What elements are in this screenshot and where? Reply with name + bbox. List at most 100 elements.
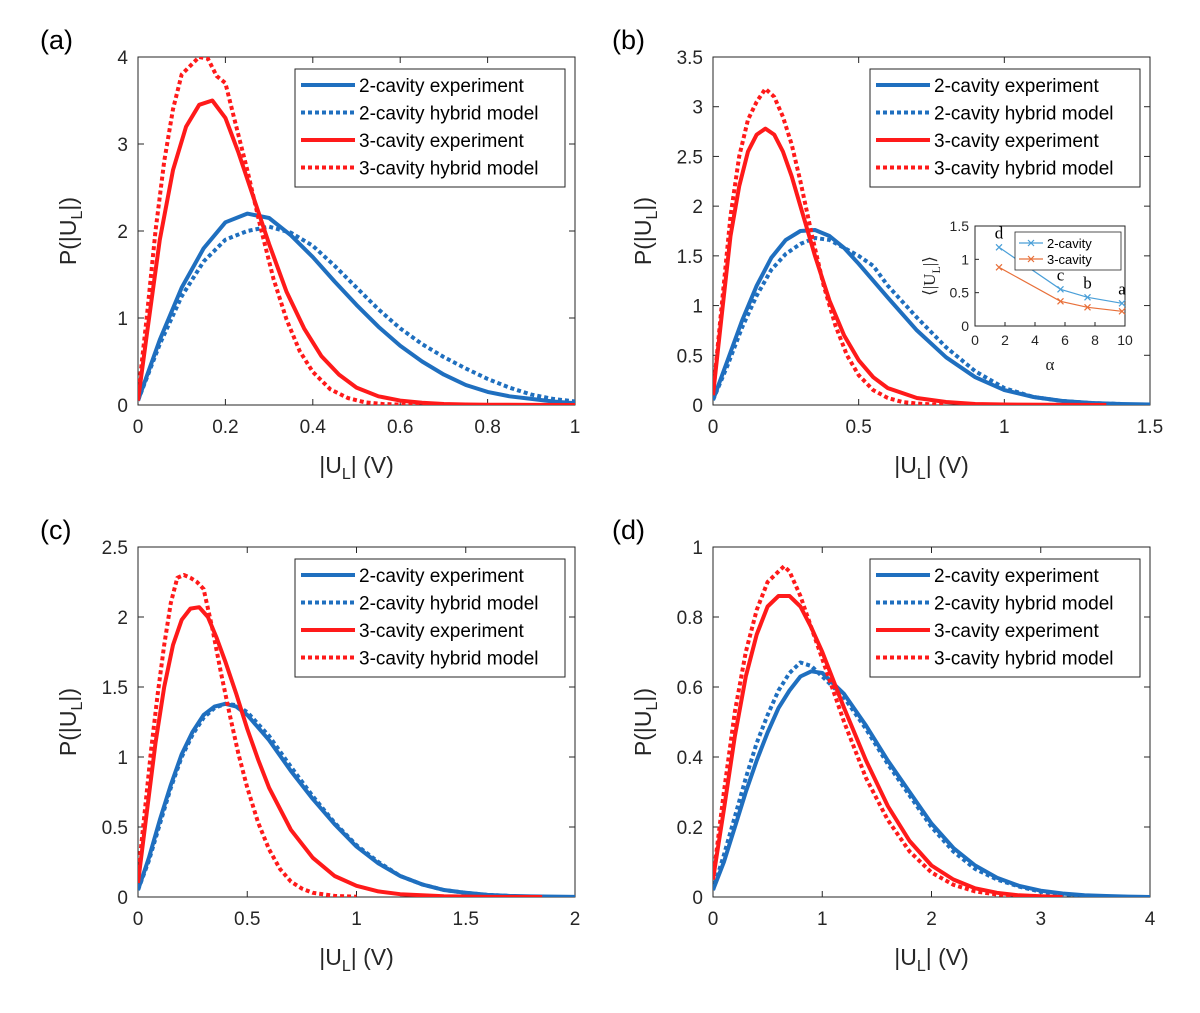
inset-annotation: b: [1083, 273, 1092, 292]
inset-point-marker: [1084, 303, 1091, 311]
x-tick-label: 0: [708, 417, 719, 438]
y-axis-label-part: P(|U: [55, 219, 81, 265]
series-line-3-cavity-hybrid-model: [713, 86, 947, 405]
legend-entry: 2-cavity experiment: [359, 76, 524, 97]
x-axis-label: |UL| (V): [894, 944, 969, 975]
y-tick-label: 0: [692, 888, 703, 909]
legend: 2-cavity experiment 2-cavity hybrid model…: [294, 558, 566, 678]
legend: 2-cavity experiment 2-cavity hybrid model…: [869, 68, 1141, 188]
legend-entry: 2-cavity experiment: [359, 566, 524, 587]
series-line-3-cavity-hybrid-model: [138, 573, 357, 897]
panel-label: (b): [612, 25, 645, 55]
x-tick-label: 0.4: [300, 417, 327, 438]
panel-label: (a): [40, 25, 73, 55]
legend-entry: 3-cavity hybrid model: [934, 649, 1114, 670]
inset-point-marker: [1118, 307, 1126, 315]
panel-c: (c)0 0.5 1 1.5 200.511.522.5|UL| (V)P(|UL|)2…: [40, 515, 580, 975]
y-tick-label: 3: [117, 135, 128, 156]
y-axis-label: P(|UL|): [55, 688, 86, 756]
y-tick-label: 3: [692, 98, 703, 119]
y-axis-label-sub: L: [69, 701, 86, 710]
y-axis-label: P(|UL|): [630, 688, 661, 756]
x-tick-label: 3: [1035, 909, 1046, 930]
y-axis-label-part: |): [55, 197, 81, 211]
legend-entry: 2-cavity hybrid model: [359, 594, 539, 615]
x-tick-label: 1.5: [1137, 417, 1163, 438]
legend-entry: 2-cavity hybrid model: [359, 104, 539, 125]
y-tick-label: 0.5: [677, 346, 703, 367]
series-line-2-cavity-experiment: [138, 211, 575, 405]
inset-legend-entry: 2-cavity: [1047, 236, 1092, 251]
y-tick-label: 1: [692, 538, 703, 559]
legend-entry: 3-cavity hybrid model: [934, 159, 1114, 180]
x-tick-label: 0: [708, 909, 719, 930]
x-tick-label: 0.2: [212, 417, 238, 438]
series-line-3-cavity-experiment: [138, 605, 543, 897]
series-line-3-cavity-experiment: [138, 98, 575, 405]
x-tick-label: 2: [926, 909, 937, 930]
inset-x-tick-label: 0: [971, 332, 979, 348]
x-tick-label: 0.5: [234, 909, 260, 930]
legend-entry: 3-cavity experiment: [934, 131, 1099, 152]
inset-y-tick-label: 1.5: [950, 218, 970, 234]
panel-label: (c): [40, 515, 71, 545]
x-tick-label: 0: [133, 909, 144, 930]
y-axis-label: P(|UL|): [55, 197, 86, 265]
x-axis-label-part: | (V): [351, 452, 394, 478]
series-line-3-cavity-experiment: [713, 594, 1063, 897]
x-axis-label-part: | (V): [926, 452, 969, 478]
legend-entry: 3-cavity experiment: [359, 131, 524, 152]
y-tick-label: 0: [117, 396, 128, 417]
series-line-2-cavity-experiment: [713, 228, 1150, 405]
x-tick-label: 0.8: [474, 417, 500, 438]
y-axis-label-part: P(|U: [630, 710, 656, 756]
x-tick-label: 2: [570, 909, 581, 930]
inset-y-axis-label-sub: L: [929, 266, 943, 273]
y-axis-label-sub: L: [69, 210, 86, 219]
series-line-2-cavity-hybrid-model: [138, 224, 575, 404]
x-axis-label-part: |U: [319, 944, 342, 970]
inset-x-tick-label: 2: [1001, 332, 1009, 348]
y-axis-label-sub: L: [644, 701, 661, 710]
legend: 2-cavity experiment 2-cavity hybrid model…: [294, 68, 566, 188]
legend-entry: 3-cavity experiment: [934, 621, 1099, 642]
y-tick-label: 1: [117, 309, 128, 330]
y-tick-label: 0.4: [677, 748, 704, 769]
inset-legend-box: [1014, 231, 1122, 271]
y-tick-label: 1: [692, 297, 703, 318]
y-tick-label: 2.5: [677, 147, 703, 168]
y-tick-label: 1.5: [102, 678, 128, 699]
y-tick-label: 0.5: [102, 818, 128, 839]
panel-label: (d): [612, 515, 645, 545]
series-line-2-cavity-hybrid-model: [713, 236, 1121, 405]
y-tick-label: 1.5: [677, 247, 703, 268]
inset-y-axis-label: ⟨|UL|⟩: [920, 256, 943, 296]
x-axis-label-part: |U: [319, 452, 342, 478]
y-tick-label: 3.5: [677, 48, 703, 69]
legend-entry: 2-cavity hybrid model: [934, 594, 1114, 615]
panel-b: (b) 0 0.5 1 1.5 0 0.5 1 1.5 2 2.5 3 3.5 |UL| (V) P(|U L…: [612, 25, 1163, 483]
x-tick-label: 1: [570, 417, 581, 438]
y-axis-label-part: P(|U: [630, 219, 656, 265]
x-tick-label: 1: [351, 909, 362, 930]
inset-annotation: d: [995, 223, 1004, 242]
x-axis-label: |UL| (V): [894, 452, 969, 483]
x-tick-label: 0: [133, 417, 144, 438]
inset-legend-marker: [1027, 255, 1035, 263]
y-tick-label: 0.6: [677, 678, 703, 699]
inset-legend-marker: [1027, 239, 1035, 247]
x-axis-label: |UL| (V): [319, 452, 394, 483]
x-tick-label: 0.5: [845, 417, 871, 438]
y-tick-label: 0: [692, 396, 703, 417]
x-tick-label: 0.6: [387, 417, 413, 438]
inset-point-marker: [1118, 299, 1126, 307]
inset-point-marker: [995, 263, 1003, 271]
x-axis-label-sub: L: [917, 958, 926, 975]
series-line-3-cavity-hybrid-model: [138, 57, 444, 405]
legend-entry: 2-cavity experiment: [934, 76, 1099, 97]
y-axis-label-part: P(|U: [55, 710, 81, 756]
inset-y-tick-label: 1: [961, 251, 969, 267]
inset-point-marker: [1057, 297, 1064, 305]
inset-y-tick-label: 0.5: [950, 285, 970, 301]
